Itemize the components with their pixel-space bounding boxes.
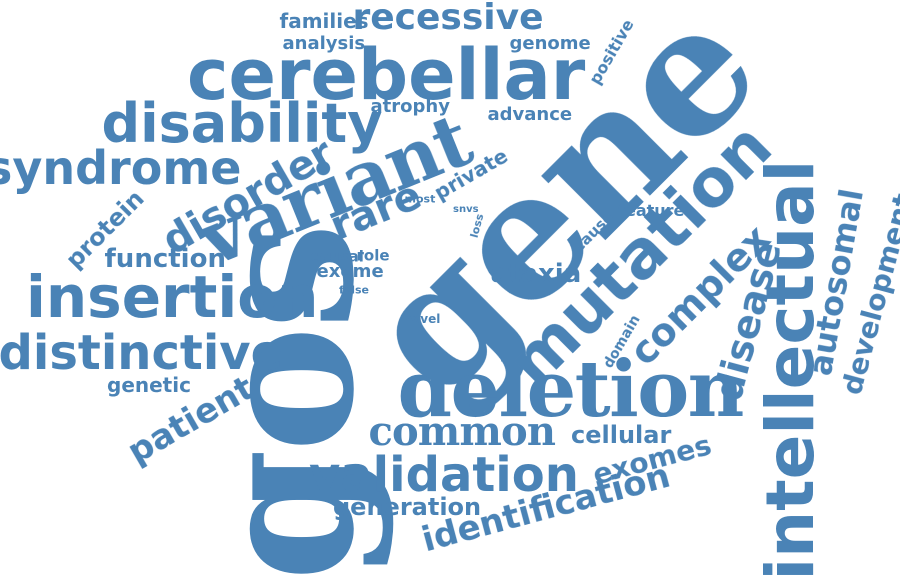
word-atrophy: atrophy <box>370 96 450 117</box>
word-families: families <box>279 9 369 33</box>
word-novel: novel <box>403 312 441 326</box>
word-cerebellar: cerebellar <box>187 34 586 116</box>
word-exome: exome <box>316 261 384 282</box>
word-analysis: analysis <box>282 33 366 54</box>
word-snvs: snvs <box>453 204 479 215</box>
word-ataxia: ataxia <box>490 259 582 289</box>
word-most: most <box>404 192 436 206</box>
word-validation: validation <box>309 447 579 503</box>
word-advance: advance <box>487 104 573 125</box>
word-cellular: cellular <box>571 421 672 449</box>
word-insertion: insertion <box>26 263 319 331</box>
word-role: role <box>356 246 390 265</box>
word-function: function <box>104 244 226 274</box>
word-causal: causal <box>310 247 364 266</box>
word-genetic: genetic <box>107 373 191 397</box>
word-false: false <box>339 283 369 297</box>
word-recessive: recessive <box>352 0 544 38</box>
word-generation: generation <box>333 493 482 521</box>
word-syndrome: syndrome <box>0 141 242 195</box>
word-disability: disability <box>101 92 383 155</box>
word-common: common <box>368 408 556 455</box>
word-feature: feature <box>618 201 685 220</box>
word-deletion: deletion <box>397 344 745 435</box>
word-genome: genome <box>509 33 591 54</box>
word-distinctive: distinctive <box>0 325 284 381</box>
